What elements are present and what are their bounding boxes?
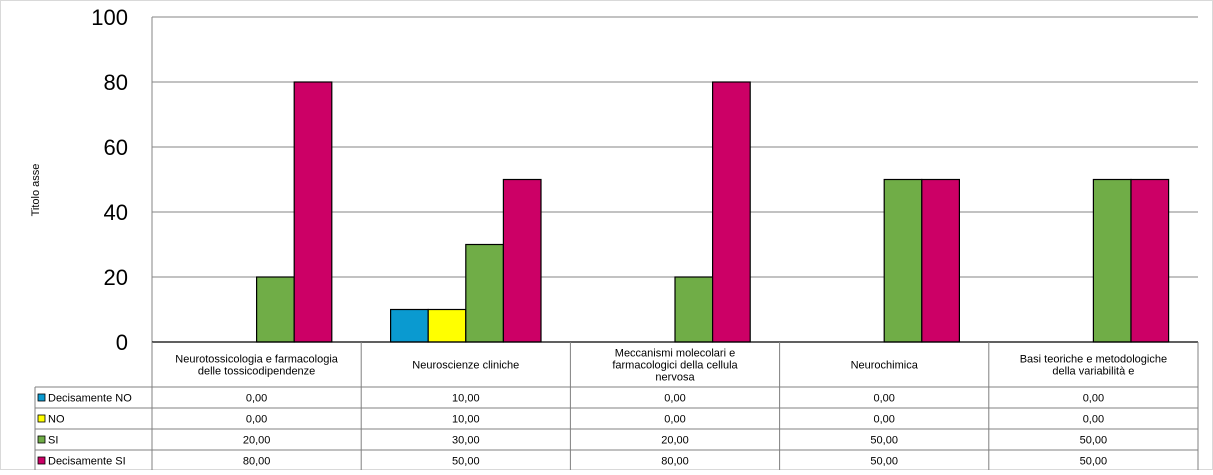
data-value-label: 0,00 <box>873 414 894 426</box>
data-value-label: 20,00 <box>243 435 271 447</box>
category-label: Neurochimica <box>851 360 919 372</box>
bar <box>427 308 467 343</box>
category-label: Neurotossicologia e farmacologia delle to… <box>175 354 339 378</box>
bar <box>674 276 714 343</box>
bar <box>390 308 429 343</box>
data-value-label: 0,00 <box>1083 393 1104 405</box>
data-value-label: 50,00 <box>1080 456 1108 468</box>
data-value-label: 0,00 <box>664 393 685 405</box>
bar <box>465 243 504 343</box>
bar <box>711 81 751 343</box>
data-value-label: 50,00 <box>452 456 480 468</box>
legend-key <box>37 393 46 402</box>
category-label: Meccanismi molecolari e farmacologici del… <box>612 348 738 384</box>
y-axis-title: Titolo asse <box>30 164 42 217</box>
data-value-label: 50,00 <box>870 435 898 447</box>
y-tick-label: 0 <box>116 330 128 355</box>
legend-label: SI <box>48 435 58 447</box>
data-value-label: 50,00 <box>870 456 898 468</box>
data-value-label: 0,00 <box>664 414 685 426</box>
category-label: Neuroscienze cliniche <box>412 360 519 372</box>
y-tick-label: 20 <box>104 265 128 290</box>
data-value-label: 10,00 <box>452 414 480 426</box>
data-value-label: 80,00 <box>243 456 271 468</box>
y-tick-label: 100 <box>91 5 128 30</box>
bar <box>1092 178 1132 343</box>
data-value-label: 0,00 <box>246 414 267 426</box>
legend-key <box>37 414 46 423</box>
legend-label: NO <box>48 414 65 426</box>
bar <box>1130 178 1170 343</box>
y-tick-label: 60 <box>104 135 128 160</box>
y-tick-label: 40 <box>104 200 128 225</box>
legend-key <box>37 435 46 444</box>
data-value-label: 20,00 <box>661 435 689 447</box>
bar <box>293 81 333 343</box>
category-label: Basi teoriche e metodologiche della varia… <box>1020 354 1167 378</box>
bar <box>256 276 295 343</box>
data-value-label: 0,00 <box>873 393 894 405</box>
bar <box>921 178 960 343</box>
y-tick-label: 80 <box>104 70 128 95</box>
legend-key <box>37 456 46 465</box>
data-value-label: 50,00 <box>1080 435 1108 447</box>
legend-label: Decisamente NO <box>48 393 132 405</box>
data-value-label: 10,00 <box>452 393 480 405</box>
data-value-label: 80,00 <box>661 456 689 468</box>
data-value-label: 0,00 <box>1083 414 1104 426</box>
data-value-label: 0,00 <box>246 393 267 405</box>
bar <box>502 178 542 343</box>
legend-label: Decisamente SI <box>48 456 126 468</box>
data-value-label: 30,00 <box>452 435 480 447</box>
bar <box>883 178 923 343</box>
